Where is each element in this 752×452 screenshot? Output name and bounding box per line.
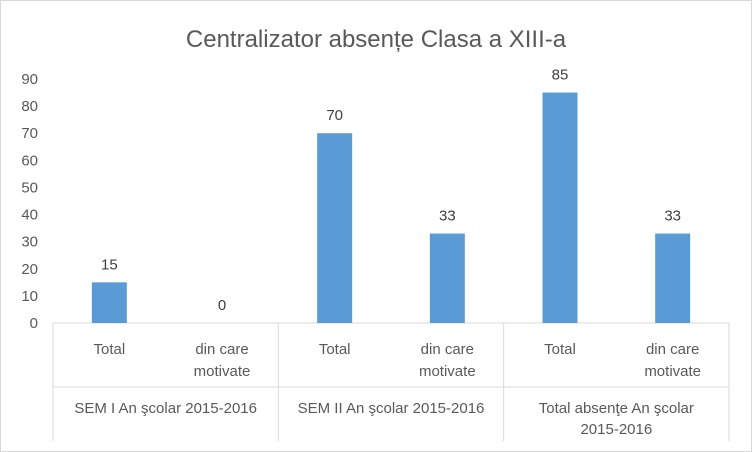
chart-title: Centralizator absențe Clasa a XIII-a [186, 26, 567, 53]
category-label: Total [544, 341, 576, 358]
category-label: din care [195, 341, 248, 358]
bar [91, 282, 127, 323]
group-label: 2015-2016 [580, 421, 652, 438]
y-tick-label: 20 [21, 261, 38, 278]
data-label: 0 [218, 297, 226, 314]
category-label: Total [319, 341, 351, 358]
y-tick-label: 70 [21, 125, 38, 142]
bar [655, 233, 691, 323]
bar [542, 92, 578, 323]
y-tick-label: 0 [30, 315, 38, 332]
data-label: 70 [326, 107, 343, 124]
y-tick-label: 40 [21, 207, 38, 224]
category-label: motivate [194, 363, 251, 380]
category-label: motivate [644, 363, 701, 380]
y-tick-label: 50 [21, 179, 38, 196]
bars: 15 0 70 33 85 33 [91, 67, 691, 323]
group-label: SEM I An şcolar 2015-2016 [74, 400, 257, 417]
category-label: din care [646, 341, 699, 358]
group-label: SEM II An şcolar 2015-2016 [298, 400, 485, 417]
y-tick-label: 30 [21, 234, 38, 251]
bar [317, 133, 353, 323]
data-label: 15 [101, 256, 118, 273]
y-tick-label: 10 [21, 288, 38, 305]
y-tick-label: 80 [21, 98, 38, 115]
data-label: 33 [664, 208, 681, 225]
axes: 0 10 20 30 40 50 60 70 80 90 [21, 71, 730, 441]
y-tick-label: 60 [21, 152, 38, 169]
data-label: 33 [439, 208, 456, 225]
category-label: din care [421, 341, 474, 358]
y-tick-label: 90 [21, 71, 38, 88]
category-labels: Total din care motivate Total din care motiva… [74, 341, 701, 438]
data-label: 85 [552, 67, 569, 84]
bar [429, 233, 465, 323]
group-label: Total absenţe An şcolar [539, 400, 694, 417]
category-label: Total [93, 341, 125, 358]
category-label: motivate [419, 363, 476, 380]
